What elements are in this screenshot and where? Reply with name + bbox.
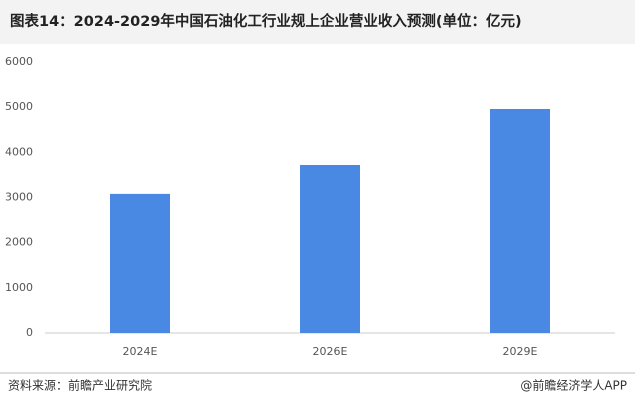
- chart-title: 图表14：2024-2029年中国石油化工行业规上企业营业收入预测(单位：亿元): [10, 12, 522, 30]
- credit: @前瞻经济学人APP: [520, 378, 627, 393]
- title-band: [0, 0, 635, 44]
- y-tick-label: 6000: [5, 55, 33, 68]
- x-tick-label: 2026E: [313, 345, 348, 358]
- y-tick-label: 5000: [5, 100, 33, 113]
- y-tick-label: 3000: [5, 191, 33, 204]
- source-note: 资料来源：前瞻产业研究院: [8, 378, 152, 393]
- x-tick-label: 2029E: [503, 345, 538, 358]
- x-tick-label: 2024E: [123, 345, 158, 358]
- bar: [110, 193, 170, 333]
- bar: [490, 108, 550, 334]
- y-tick-label: 1000: [5, 281, 33, 294]
- y-tick-label: 0: [26, 326, 33, 339]
- y-tick-label: 4000: [5, 145, 33, 158]
- bar: [300, 164, 360, 333]
- y-tick-label: 2000: [5, 236, 33, 249]
